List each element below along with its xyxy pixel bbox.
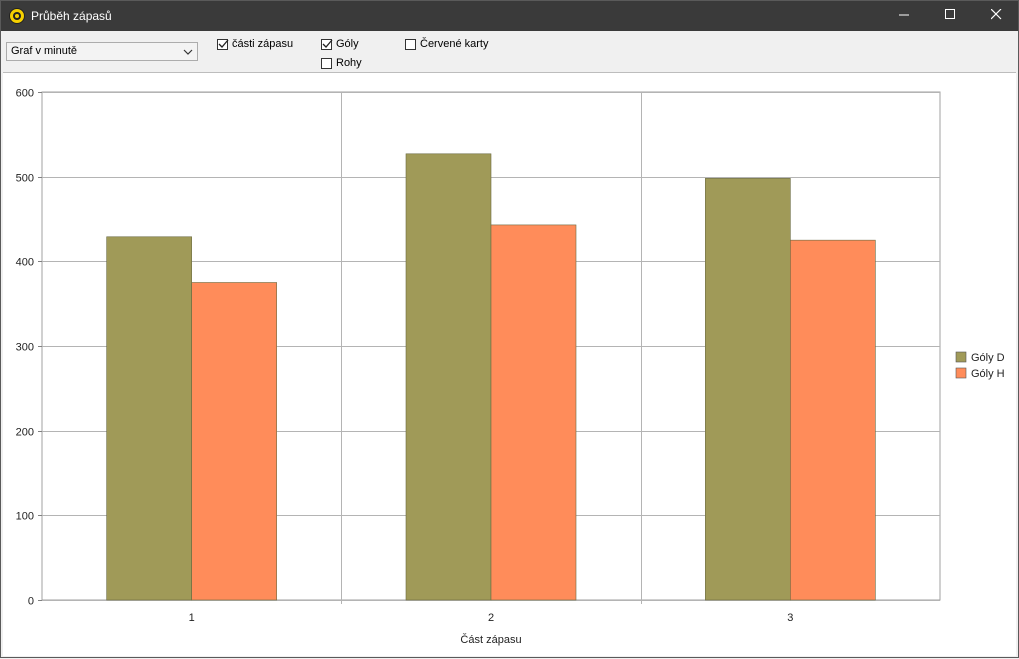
chevron-down-icon (183, 46, 193, 60)
ball-icon (9, 8, 25, 24)
checkbox-label: části zápasu (232, 38, 294, 50)
x-tick-label: 1 (189, 612, 195, 624)
legend-label: Góly H (971, 368, 1005, 380)
checkbox-label: Červené karty (420, 38, 489, 50)
checkbox-label: Góly (336, 38, 359, 50)
graph-mode-value: Graf v minutě (11, 45, 78, 57)
bar-goly-d (405, 153, 492, 601)
checkbox-box[interactable] (321, 57, 332, 69)
y-tick-label: 200 (16, 427, 34, 439)
checkbox-casti-zapasu[interactable]: části zápasu (217, 38, 293, 50)
minimize-icon (898, 9, 910, 23)
checkbox-goly[interactable]: Góly (321, 38, 359, 50)
legend-swatch (955, 351, 967, 363)
graph-mode-select[interactable]: Graf v minutě (6, 42, 198, 61)
legend-swatch (955, 367, 967, 379)
y-tick-label: 0 (28, 596, 34, 608)
toolbar: Graf v minutě části zápasu Góly Rohy Čer… (1, 31, 1018, 71)
bar-goly-d (106, 236, 192, 601)
maximize-button[interactable] (927, 1, 973, 31)
bar-goly-h (490, 224, 577, 601)
y-tick-label: 400 (16, 257, 34, 269)
x-tick-label: 3 (787, 612, 793, 624)
y-tick-label: 600 (16, 88, 34, 100)
minimize-button[interactable] (881, 1, 927, 31)
checkbox-box[interactable] (321, 38, 333, 50)
x-axis-title: Část zápasu (460, 633, 521, 646)
bar-goly-d (705, 178, 791, 601)
bar-chart: 0 100 200 300 400 500 600 1 2 3 Část zápasu Góly D G… (16, 88, 1005, 647)
close-button[interactable] (973, 1, 1019, 31)
x-tick-label: 2 (488, 612, 494, 624)
y-tick-label: 300 (16, 342, 34, 354)
checkbox-box[interactable] (405, 38, 416, 50)
bar-goly-h (191, 282, 277, 601)
title-bar[interactable]: Průběh zápasů (1, 1, 1018, 31)
legend-label: Góly D (971, 352, 1005, 364)
checkbox-rohy[interactable]: Rohy (321, 57, 362, 69)
maximize-icon (944, 9, 956, 23)
y-tick-label: 100 (16, 511, 34, 523)
checkbox-cervene-karty[interactable]: Červené karty (405, 38, 488, 50)
checkbox-box[interactable] (217, 38, 229, 50)
y-tick-label: 500 (16, 173, 34, 185)
chart-area: 0 100 200 300 400 500 600 1 2 3 Část zápasu Góly D G… (3, 72, 1016, 656)
checkbox-label: Rohy (336, 57, 362, 69)
window-title: Průběh zápasů (31, 9, 112, 23)
bar-goly-h (790, 239, 876, 601)
close-icon (990, 8, 1002, 23)
